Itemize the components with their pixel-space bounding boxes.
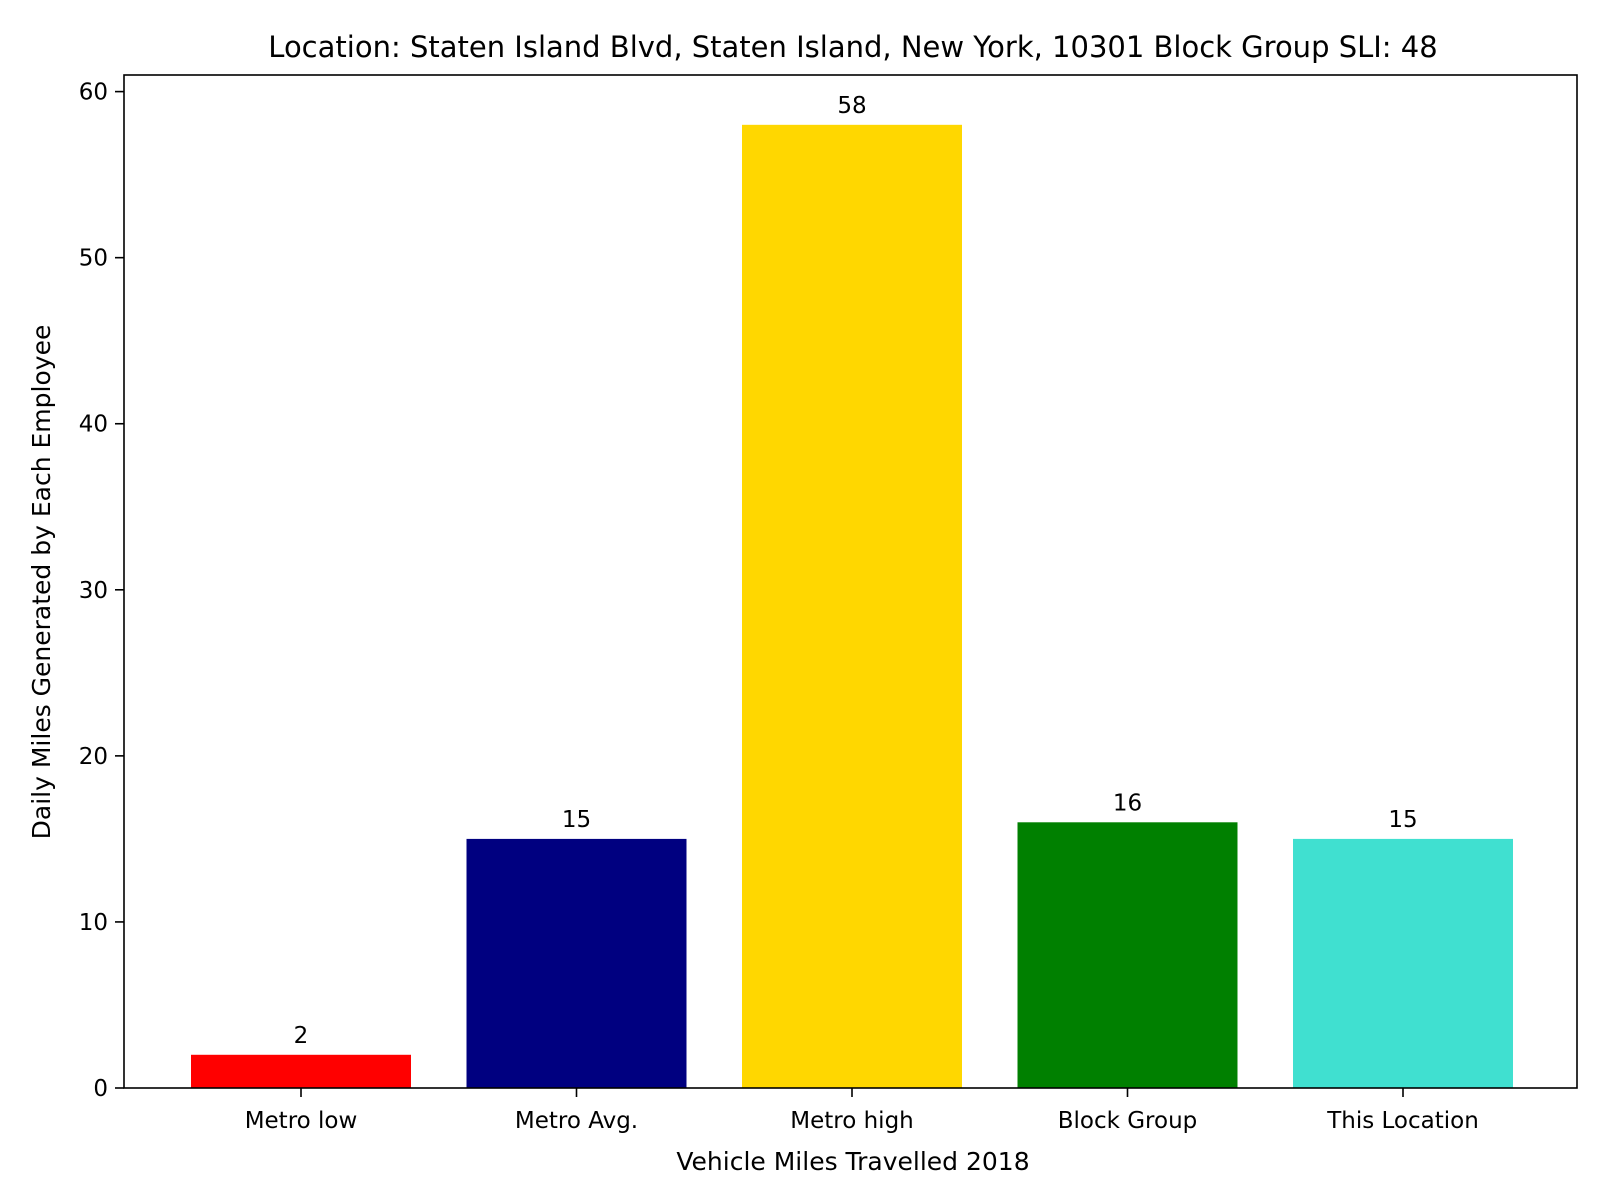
bar-metro-avg — [466, 838, 687, 1088]
data-label-metro-avg: 15 — [562, 807, 591, 833]
x-tick-label-block-group: Block Group — [1058, 1108, 1198, 1134]
data-label-block-group: 16 — [1113, 790, 1142, 816]
bar-metro-low — [191, 1054, 411, 1088]
x-tick-label-metro-avg: Metro Avg. — [515, 1108, 638, 1134]
x-axis-label: Vehicle Miles Travelled 2018 — [676, 1147, 1029, 1176]
bar-this-location — [1293, 838, 1513, 1088]
x-tick-label-this-location: This Location — [1326, 1108, 1479, 1134]
x-tick-label-metro-low: Metro low — [245, 1108, 358, 1134]
chart-title: Location: Staten Island Blvd, Staten Isl… — [268, 30, 1437, 64]
y-tick-label-30: 30 — [79, 578, 108, 604]
y-axis-label: Daily Miles Generated by Each Employee — [27, 325, 56, 840]
y-tick-label-40: 40 — [79, 412, 108, 438]
y-axis: 0 10 20 30 40 50 60 — [79, 80, 124, 1102]
y-tick-label-20: 20 — [79, 744, 108, 770]
y-tick-label-60: 60 — [79, 80, 108, 106]
x-axis: Metro low Metro Avg. Metro high Block Group… — [245, 1088, 1479, 1134]
data-label-this-location: 15 — [1388, 807, 1417, 833]
bars-group — [191, 124, 1513, 1088]
plot-frame — [123, 74, 1578, 1089]
data-label-metro-low: 2 — [294, 1023, 309, 1049]
bar-block-group — [1017, 822, 1238, 1088]
bar-metro-high — [742, 124, 962, 1088]
data-labels-group: 2 15 58 16 15 — [294, 93, 1418, 1049]
y-tick-label-0: 0 — [93, 1076, 108, 1102]
data-label-metro-high: 58 — [837, 93, 866, 119]
y-tick-label-50: 50 — [79, 246, 108, 272]
y-tick-label-10: 10 — [79, 910, 108, 936]
x-tick-label-metro-high: Metro high — [790, 1108, 914, 1134]
